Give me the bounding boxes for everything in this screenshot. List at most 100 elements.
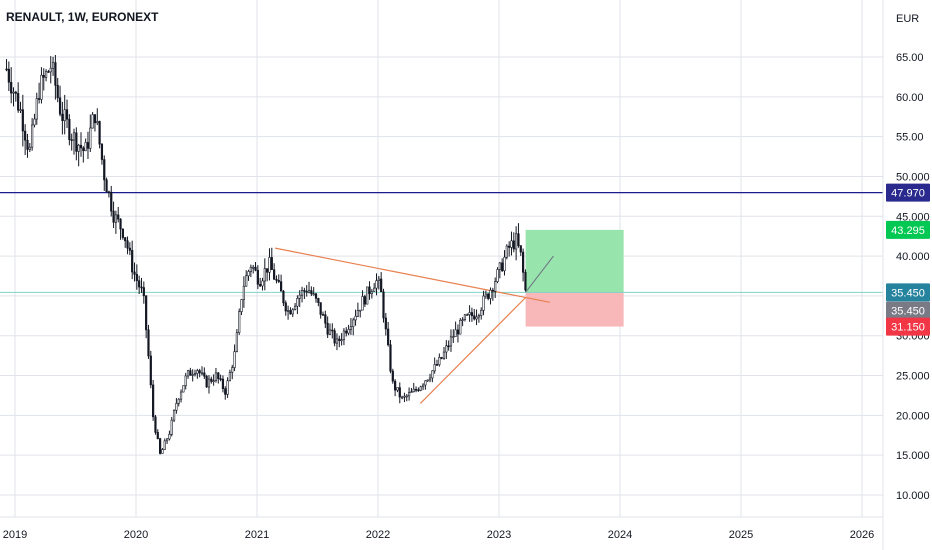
candle-body <box>324 314 327 324</box>
candle-body <box>321 314 325 316</box>
candle-body <box>319 302 322 315</box>
candle-body <box>26 139 29 150</box>
projection-line <box>525 255 554 293</box>
y-tick-label: 40.000 <box>896 251 930 263</box>
candle-body <box>394 380 397 391</box>
candle-body <box>473 315 476 320</box>
candle-body <box>477 315 480 318</box>
candle-body <box>47 71 50 73</box>
x-tick-label: 2020 <box>124 529 148 541</box>
candle-body <box>17 93 20 111</box>
candle-body <box>119 218 122 230</box>
candle-body <box>505 245 508 258</box>
candle-body <box>207 378 211 388</box>
candle-body <box>75 132 78 152</box>
candle-body <box>252 266 255 269</box>
candle-body <box>247 271 250 277</box>
candle-body <box>68 118 71 140</box>
candle-body <box>126 240 129 249</box>
candle-body <box>170 419 173 435</box>
y-tick-label: 65.00 <box>896 52 924 64</box>
candle-body <box>86 142 90 149</box>
candle-body <box>359 309 362 312</box>
candle-body <box>203 372 206 377</box>
candle-body <box>428 377 432 381</box>
drawing-lines[interactable] <box>0 192 883 404</box>
y-tick-label: 45.000 <box>896 211 930 223</box>
candle-body <box>254 266 257 271</box>
candle-body <box>407 392 411 397</box>
candle-body <box>286 310 290 312</box>
position-tool[interactable] <box>525 229 624 327</box>
candle-body <box>79 144 83 149</box>
candle-body <box>117 214 120 220</box>
candle-body <box>89 127 92 149</box>
candle-body <box>373 287 376 292</box>
candle-body <box>470 312 474 316</box>
candle-body <box>333 330 336 344</box>
candle-body <box>482 295 485 311</box>
candle-body <box>277 280 280 282</box>
candle-body <box>182 385 185 393</box>
candle-body <box>93 114 97 124</box>
candle-body <box>382 291 385 319</box>
price-badge-label: 47.970 <box>891 188 925 200</box>
candle-body <box>175 403 178 411</box>
candle-body <box>12 91 15 94</box>
candle-body <box>401 396 404 399</box>
candle-body <box>503 256 506 272</box>
candle-body <box>454 329 457 337</box>
price-badge-label: 31.150 <box>891 322 925 334</box>
candle-body <box>440 357 443 359</box>
candle-body <box>312 293 315 296</box>
candle-body <box>403 395 406 398</box>
candle-body <box>142 287 145 297</box>
candle-body <box>452 336 455 338</box>
candle-body <box>226 380 229 395</box>
candle-body <box>280 281 283 292</box>
candle-body <box>49 67 52 73</box>
candle-body <box>498 262 501 270</box>
candle-body <box>363 296 366 305</box>
candle-body <box>484 293 487 297</box>
candle-body <box>328 329 332 335</box>
candle-body <box>112 210 115 223</box>
candle-body <box>496 269 499 282</box>
candle-body <box>61 113 64 121</box>
candle-body <box>340 339 343 342</box>
candle-body <box>196 370 199 374</box>
candle-body <box>58 97 62 115</box>
x-tick-label: 2019 <box>3 529 27 541</box>
candle-body <box>524 272 527 291</box>
y-tick-label: 55.00 <box>896 132 924 144</box>
candle-body <box>124 237 127 242</box>
candle-body <box>468 312 471 315</box>
x-tick-label: 2024 <box>608 529 632 541</box>
candle-body <box>35 98 38 120</box>
candle-body <box>14 91 17 94</box>
candle-body <box>177 398 180 404</box>
candle-body <box>154 416 157 433</box>
candle-body <box>296 298 299 307</box>
candle-body <box>98 121 101 145</box>
candle-body <box>433 364 436 372</box>
candle-body <box>159 438 162 454</box>
candle-body <box>405 395 408 398</box>
candle-body <box>268 257 271 273</box>
candle-body <box>347 329 350 334</box>
candle-body <box>512 240 515 250</box>
candle-body <box>377 278 380 281</box>
price-badge <box>886 301 930 320</box>
candle-body <box>5 68 8 71</box>
candle-body <box>515 233 518 250</box>
candle-body <box>82 147 85 152</box>
candle-body <box>42 74 45 78</box>
candle-body <box>424 380 427 386</box>
candle-body <box>33 118 36 126</box>
price-badge <box>886 317 930 336</box>
price-badges: 47.970 43.295 35.450 35.450 31.150 <box>886 183 930 336</box>
price-badge <box>886 283 930 302</box>
y-tick-label: 25.000 <box>896 371 930 383</box>
candle-body <box>266 268 269 273</box>
